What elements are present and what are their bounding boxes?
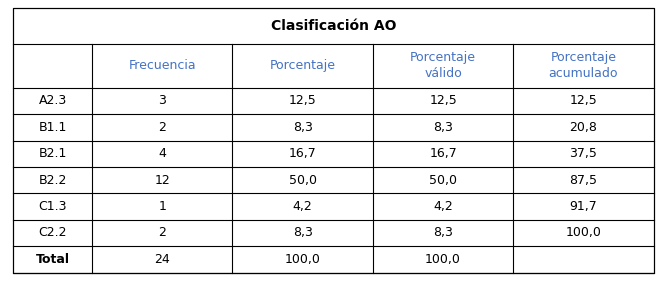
Text: 91,7: 91,7: [570, 200, 598, 213]
Text: 50,0: 50,0: [429, 174, 457, 187]
Text: 37,5: 37,5: [570, 147, 598, 160]
Text: 3: 3: [158, 94, 166, 107]
Text: B2.2: B2.2: [39, 174, 67, 187]
Text: 2: 2: [158, 121, 166, 134]
Text: C1.3: C1.3: [39, 200, 67, 213]
Text: Porcentaje: Porcentaje: [269, 59, 336, 72]
Text: 8,3: 8,3: [433, 226, 453, 239]
Text: 8,3: 8,3: [433, 121, 453, 134]
Text: 4,2: 4,2: [293, 200, 313, 213]
Text: 16,7: 16,7: [289, 147, 317, 160]
Text: 12: 12: [154, 174, 170, 187]
Text: 12,5: 12,5: [289, 94, 317, 107]
Text: 4: 4: [158, 147, 166, 160]
Text: Total: Total: [36, 253, 69, 266]
Text: C2.2: C2.2: [39, 226, 67, 239]
Text: 50,0: 50,0: [289, 174, 317, 187]
Text: 2: 2: [158, 226, 166, 239]
Text: 12,5: 12,5: [429, 94, 457, 107]
Text: 100,0: 100,0: [285, 253, 321, 266]
Text: 8,3: 8,3: [293, 121, 313, 134]
Text: Porcentaje
acumulado: Porcentaje acumulado: [549, 51, 618, 80]
Text: Clasificación AO: Clasificación AO: [271, 19, 396, 33]
Text: 4,2: 4,2: [433, 200, 453, 213]
Text: 100,0: 100,0: [425, 253, 461, 266]
Text: 100,0: 100,0: [566, 226, 602, 239]
Text: 16,7: 16,7: [429, 147, 457, 160]
Text: 12,5: 12,5: [570, 94, 598, 107]
Text: 1: 1: [158, 200, 166, 213]
Text: A2.3: A2.3: [39, 94, 67, 107]
Text: Porcentaje
válido: Porcentaje válido: [410, 51, 476, 80]
Text: B2.1: B2.1: [39, 147, 67, 160]
Text: 87,5: 87,5: [570, 174, 598, 187]
Text: Frecuencia: Frecuencia: [129, 59, 196, 72]
Text: 8,3: 8,3: [293, 226, 313, 239]
Text: B1.1: B1.1: [39, 121, 67, 134]
Text: 20,8: 20,8: [570, 121, 598, 134]
Text: 24: 24: [154, 253, 170, 266]
